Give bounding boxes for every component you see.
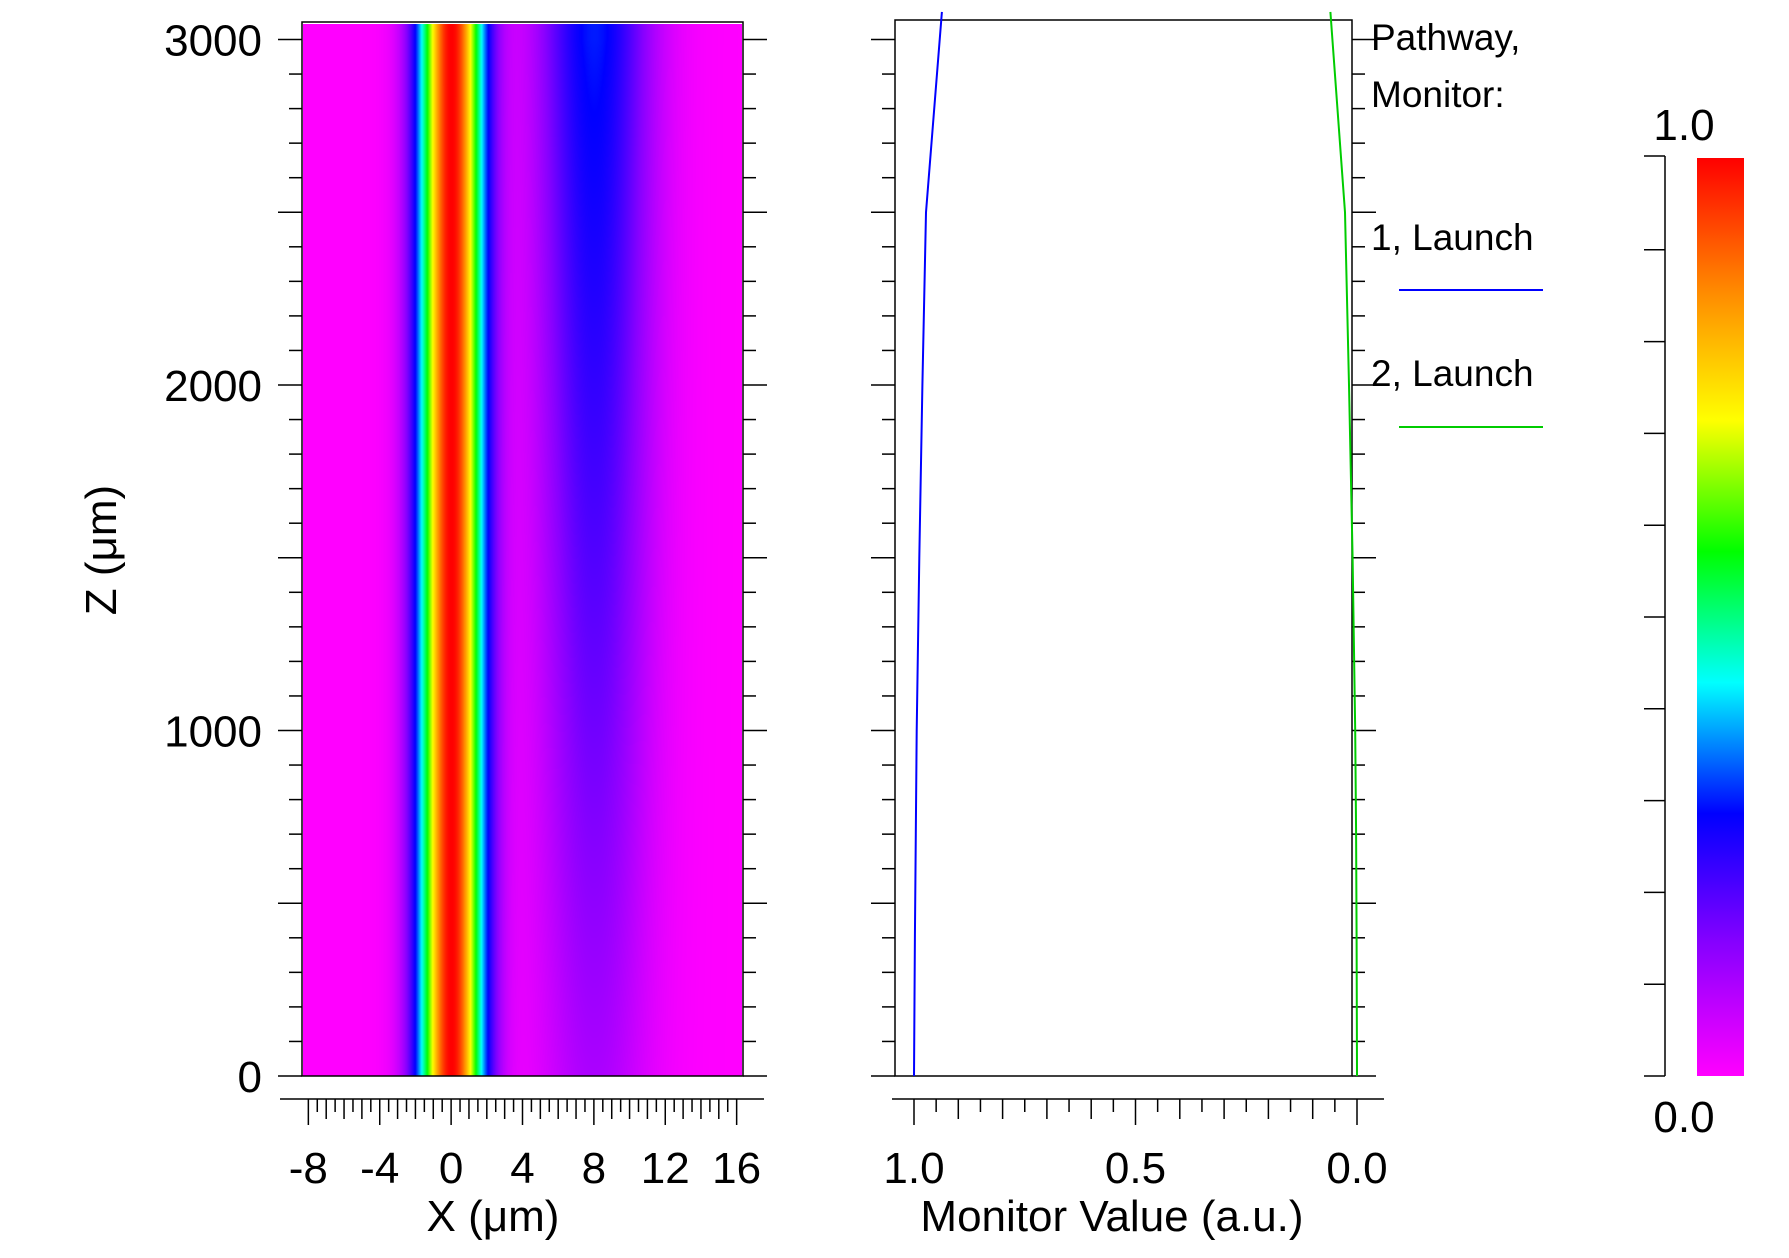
heatmap-y-tick-labels: 0 1000 2000 3000 xyxy=(164,17,262,1103)
monitor-series-line-1 xyxy=(913,11,943,1077)
legend-title-line-2: Monitor: xyxy=(1371,74,1505,115)
colorbar-max-label: 1.0 xyxy=(1653,101,1714,150)
legend-entry-2-label: 2, Launch xyxy=(1371,353,1534,394)
heatmap-y-tick-label: 1000 xyxy=(164,708,262,757)
heatmap-y-tick-label: 0 xyxy=(238,1053,262,1102)
heatmap-x-tick-label: 12 xyxy=(641,1144,690,1193)
monitor-x-tick-label: 1.0 xyxy=(883,1144,944,1193)
heatmap-y-axis-title: Z (μm) xyxy=(77,485,126,615)
colorbar: 1.0 0.0 xyxy=(1644,101,1744,1142)
monitor-series-lines xyxy=(913,11,1358,1077)
monitor-x-tick-label: 0.0 xyxy=(1326,1144,1387,1193)
heatmap-y-tick-label: 2000 xyxy=(164,362,262,411)
monitor-plot-panel: 1.0 0.5 0.0 Monitor Value (a.u.) xyxy=(871,11,1388,1241)
heatmap-x-tick-labels: -8 -4 0 4 8 12 16 xyxy=(289,1144,761,1193)
heatmap-x-tick-label: 8 xyxy=(582,1144,606,1193)
monitor-x-tick-labels: 1.0 0.5 0.0 xyxy=(883,1144,1387,1193)
colorbar-strip xyxy=(1697,158,1744,1076)
heatmap-x-tick-label: -8 xyxy=(289,1144,328,1193)
monitor-x-ticks xyxy=(892,1098,1384,1125)
legend-entry-1-label: 1, Launch xyxy=(1371,217,1534,258)
monitor-series-line-2 xyxy=(1329,11,1358,1077)
monitor-plot-frame xyxy=(894,19,1353,1077)
heatmap-x-tick-label: 4 xyxy=(510,1144,534,1193)
field-heatmap-image xyxy=(303,24,742,1076)
monitor-x-axis-title: Monitor Value (a.u.) xyxy=(920,1192,1303,1241)
heatmap-y-ticks xyxy=(278,38,767,1077)
colorbar-min-label: 0.0 xyxy=(1653,1093,1714,1142)
heatmap-x-axis-title: X (μm) xyxy=(427,1192,560,1241)
heatmap-x-ticks xyxy=(280,1098,764,1125)
heatmap-frame xyxy=(301,21,744,1077)
heatmap-x-tick-label: 16 xyxy=(712,1144,761,1193)
colorbar-ticks xyxy=(1644,155,1665,1077)
heatmap-x-tick-label: 0 xyxy=(439,1144,463,1193)
heatmap-x-tick-label: -4 xyxy=(360,1144,399,1193)
field-intensity-image xyxy=(303,24,742,1076)
legend: Pathway, Monitor: 1, Launch 2, Launch xyxy=(1371,17,1543,428)
heatmap-y-tick-label: 3000 xyxy=(164,17,262,66)
monitor-x-tick-label: 0.5 xyxy=(1105,1144,1166,1193)
legend-title-line-1: Pathway, xyxy=(1371,17,1520,58)
